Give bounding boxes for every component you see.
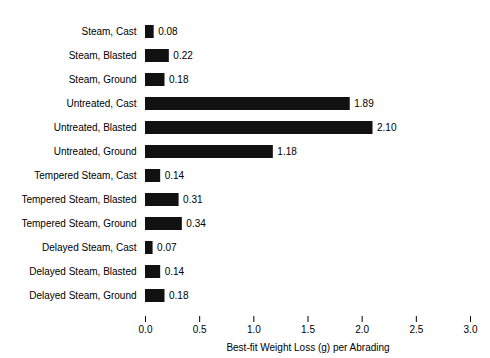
svg-text:Tempered Steam, Cast: Tempered Steam, Cast: [34, 170, 136, 181]
svg-text:0.31: 0.31: [183, 194, 203, 205]
svg-text:Steam, Blasted: Steam, Blasted: [69, 50, 137, 61]
svg-text:0.14: 0.14: [165, 266, 185, 277]
svg-text:1.0: 1.0: [247, 324, 261, 335]
svg-text:2.10: 2.10: [377, 122, 397, 133]
svg-text:Untreated, Ground: Untreated, Ground: [54, 146, 137, 157]
svg-text:Steam, Cast: Steam, Cast: [81, 26, 136, 37]
svg-text:0.18: 0.18: [169, 74, 189, 85]
svg-text:0.0: 0.0: [139, 324, 153, 335]
svg-text:0.07: 0.07: [157, 242, 177, 253]
svg-text:Delayed Steam, Cast: Delayed Steam, Cast: [42, 242, 137, 253]
svg-text:0.18: 0.18: [169, 290, 189, 301]
svg-text:Delayed Steam, Blasted: Delayed Steam, Blasted: [29, 266, 136, 277]
svg-text:Untreated, Cast: Untreated, Cast: [66, 98, 136, 109]
svg-text:2.0: 2.0: [355, 324, 369, 335]
svg-text:1.5: 1.5: [301, 324, 315, 335]
svg-text:0.14: 0.14: [165, 170, 185, 181]
svg-text:3.0: 3.0: [464, 324, 478, 335]
svg-text:0.34: 0.34: [186, 218, 206, 229]
svg-text:1.89: 1.89: [354, 98, 374, 109]
svg-text:1.18: 1.18: [277, 146, 297, 157]
svg-text:0.22: 0.22: [173, 50, 193, 61]
svg-text:Untreated, Blasted: Untreated, Blasted: [54, 122, 137, 133]
svg-text:Delayed Steam, Ground: Delayed Steam, Ground: [29, 290, 136, 301]
svg-text:0.5: 0.5: [193, 324, 207, 335]
svg-text:Tempered Steam, Blasted: Tempered Steam, Blasted: [21, 194, 136, 205]
svg-text:Tempered Steam, Ground: Tempered Steam, Ground: [21, 218, 136, 229]
svg-text:0.08: 0.08: [158, 26, 178, 37]
svg-text:Best-fit Weight Loss (g) per A: Best-fit Weight Loss (g) per Abrading: [226, 342, 389, 353]
svg-text:Steam, Ground: Steam, Ground: [69, 74, 137, 85]
svg-text:2.5: 2.5: [409, 324, 423, 335]
